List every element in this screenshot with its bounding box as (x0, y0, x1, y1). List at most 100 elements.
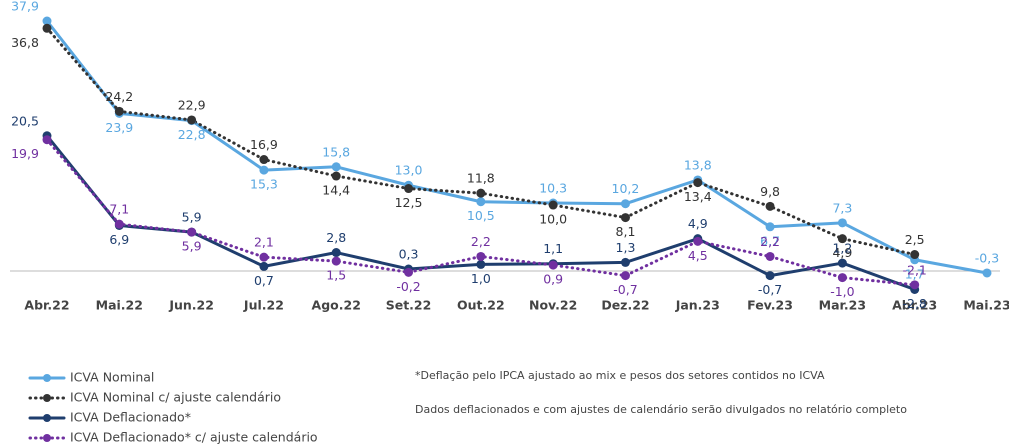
point (331, 256, 341, 266)
data-label: 19,9 (11, 146, 39, 161)
data-label: 1,0 (471, 271, 491, 286)
data-label: -0,7 (613, 282, 637, 297)
data-label: 12,5 (395, 195, 423, 210)
point (404, 267, 414, 277)
data-label: 1,2 (832, 241, 852, 256)
point (259, 252, 269, 262)
point (982, 268, 992, 278)
data-label: 4,9 (832, 245, 852, 260)
x-tick-label: Mai.22 (96, 298, 143, 313)
data-label: -0,3 (975, 250, 999, 265)
point (187, 115, 197, 125)
data-label: 10,5 (467, 208, 495, 223)
x-tick-label: Abr.23 (892, 298, 937, 313)
point (114, 219, 124, 229)
legend-label: ICVA Nominal (70, 370, 154, 385)
data-label: 10,2 (612, 181, 640, 196)
point (42, 23, 52, 33)
point (620, 213, 630, 223)
data-label: 6,9 (109, 232, 129, 247)
data-label: 20,5 (11, 113, 39, 128)
point (259, 165, 269, 175)
point (765, 271, 775, 281)
data-label: -2,1 (902, 262, 926, 277)
data-label: 0,7 (254, 273, 274, 288)
data-label: 8,1 (616, 224, 636, 239)
data-label: 10,3 (539, 181, 567, 196)
point (476, 259, 486, 269)
data-label: 7,1 (109, 202, 129, 217)
data-label: -2,8 (902, 296, 926, 311)
data-label: 1,5 (326, 268, 346, 283)
point (837, 218, 847, 228)
point (837, 258, 847, 268)
point (548, 260, 558, 270)
data-label: 22,9 (178, 97, 206, 112)
point (620, 199, 630, 209)
point (620, 257, 630, 267)
point (837, 273, 847, 283)
point (476, 197, 486, 207)
data-label: -0,7 (758, 282, 782, 297)
point (259, 261, 269, 271)
point (837, 234, 847, 244)
data-label: -0,2 (396, 279, 420, 294)
data-label: 13,4 (684, 189, 712, 204)
series-line (45, 19, 989, 275)
point (476, 251, 486, 261)
point (42, 135, 52, 145)
x-tick-label: Dez.22 (601, 298, 649, 313)
point (331, 162, 341, 172)
data-label: 16,9 (250, 137, 278, 152)
legend-marker (43, 414, 51, 422)
legend-label: ICVA Deflacionado* (70, 410, 191, 425)
data-label: 4,9 (688, 216, 708, 231)
data-label: 23,9 (105, 120, 133, 135)
x-tick-label: Nov.22 (529, 298, 577, 313)
x-tick-label: Mai.23 (963, 298, 1009, 313)
x-tick-label: Jul.22 (243, 298, 284, 313)
point (765, 251, 775, 261)
legend-marker (43, 394, 51, 402)
data-label: 13,0 (395, 163, 423, 178)
point (259, 155, 269, 165)
x-tick-label: Jun.22 (168, 298, 214, 313)
point (693, 178, 703, 188)
note: Dados deflacionados e com ajustes de cal… (415, 403, 907, 416)
point (620, 271, 630, 281)
point (765, 201, 775, 211)
point (331, 248, 341, 258)
point (42, 16, 52, 26)
point (910, 250, 920, 260)
x-tick-label: Set.22 (386, 298, 432, 313)
x-tick-label: Mar.23 (819, 298, 866, 313)
x-tick-label: Out.22 (457, 298, 505, 313)
data-label: 13,8 (684, 157, 712, 172)
data-label: 2,1 (254, 235, 274, 250)
legend-marker (43, 374, 51, 382)
point (476, 188, 486, 198)
data-label: 24,2 (105, 89, 133, 104)
point (693, 236, 703, 246)
data-label: 36,8 (11, 35, 39, 50)
data-label: 5,9 (182, 210, 202, 225)
data-label: 15,3 (250, 177, 278, 192)
data-label: 1,3 (616, 240, 636, 255)
legend-marker (43, 434, 51, 442)
point (765, 222, 775, 232)
point (548, 200, 558, 210)
data-label: 11,8 (467, 171, 495, 186)
data-label: 9,8 (760, 184, 780, 199)
point (331, 171, 341, 181)
x-tick-label: Jan.23 (675, 298, 720, 313)
point (187, 227, 197, 237)
data-label: -1,0 (830, 284, 854, 299)
note: *Deflação pelo IPCA ajustado ao mix e pe… (415, 369, 825, 382)
data-label: 14,4 (322, 183, 350, 198)
data-label: 22,8 (178, 127, 206, 142)
data-label: 5,9 (182, 239, 202, 254)
data-label: 1,1 (543, 241, 563, 256)
data-label: 10,0 (539, 212, 567, 227)
legend-label: ICVA Deflacionado* c/ ajuste calendário (70, 430, 318, 445)
